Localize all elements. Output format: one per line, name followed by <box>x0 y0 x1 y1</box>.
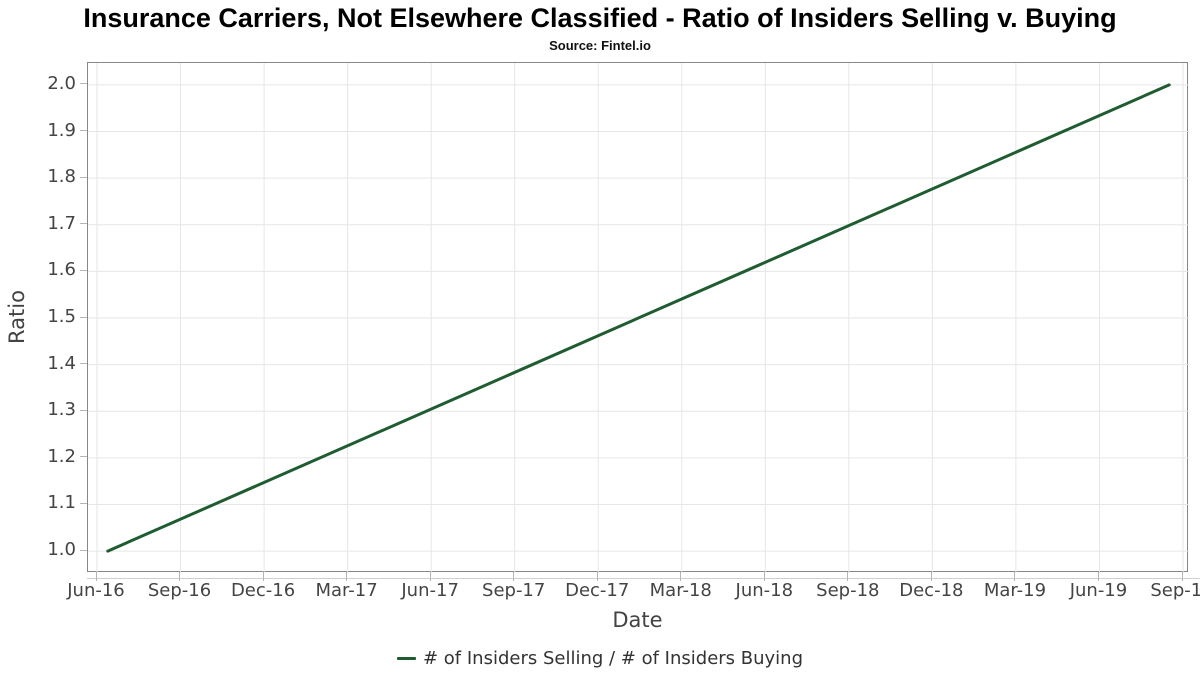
x-tick-mark <box>763 572 765 581</box>
x-tick-label: Sep-16 <box>147 580 212 601</box>
y-tick-mark <box>80 549 87 551</box>
x-tick-label: Jun-19 <box>1069 580 1128 601</box>
x-tick-mark <box>262 572 264 581</box>
x-tick-mark <box>680 572 682 581</box>
x-tick-mark <box>1097 572 1099 581</box>
y-tick-mark <box>80 223 87 225</box>
x-tick-mark <box>513 572 515 581</box>
chart-canvas <box>88 63 1189 573</box>
x-tick-label: Jun-17 <box>401 580 459 601</box>
y-tick-label: 1.7 <box>47 212 76 234</box>
plot-area <box>87 62 1189 573</box>
y-tick-mark <box>80 83 87 85</box>
x-tick-mark <box>179 572 181 581</box>
x-tick-label: Dec-17 <box>565 580 630 601</box>
y-tick-mark <box>80 130 87 132</box>
x-tick-label: Jun-16 <box>67 580 125 601</box>
y-tick-mark <box>80 363 87 365</box>
x-tick-mark <box>346 572 348 581</box>
x-tick-mark <box>847 572 849 581</box>
x-tick-label: Sep-18 <box>816 580 880 601</box>
y-tick-mark <box>80 456 87 458</box>
y-tick-mark <box>80 409 87 411</box>
x-tick-label: Mar-17 <box>315 580 378 601</box>
y-tick-label: 1.2 <box>47 445 76 467</box>
y-axis-title: Ratio <box>5 290 29 344</box>
x-axis-title: Date <box>612 608 663 632</box>
x-axis-line <box>87 578 1200 579</box>
x-tick-mark <box>429 572 431 581</box>
legend: # of Insiders Selling / # of Insiders Bu… <box>0 644 1200 672</box>
x-tick-label: Sep-17 <box>482 580 546 601</box>
y-tick-label: 1.8 <box>47 166 76 188</box>
y-tick-mark <box>80 502 87 504</box>
y-tick-label: 2.0 <box>47 72 76 94</box>
x-tick-mark <box>596 572 598 581</box>
x-tick-mark <box>95 572 97 581</box>
chart-subtitle: Source: Fintel.io <box>549 38 651 53</box>
x-tick-label: Jun-18 <box>735 580 794 601</box>
y-tick-mark <box>80 176 87 178</box>
y-tick-label: 1.5 <box>47 306 76 327</box>
x-tick-mark <box>1014 572 1016 581</box>
x-tick-label: Sep-19 <box>1150 580 1200 601</box>
x-tick-label: Mar-18 <box>649 580 712 601</box>
y-tick-mark <box>80 316 87 318</box>
y-tick-label: 1.9 <box>47 119 76 141</box>
y-tick-label: 1.6 <box>47 259 76 281</box>
y-tick-label: 1.4 <box>47 352 76 374</box>
legend-line-swatch <box>396 656 416 660</box>
x-tick-mark <box>930 572 932 581</box>
y-tick-label: 1.3 <box>47 399 76 421</box>
chart-title: Insurance Carriers, Not Elsewhere Classi… <box>83 3 1117 33</box>
legend-label: # of Insiders Selling / # of Insiders Bu… <box>422 647 804 669</box>
y-tick-label: 1.1 <box>47 492 76 514</box>
y-tick-label: 1.0 <box>47 539 76 561</box>
x-tick-label: Mar-19 <box>983 580 1047 601</box>
x-tick-mark <box>1181 572 1183 581</box>
series-line <box>106 83 1171 553</box>
x-tick-label: Dec-18 <box>899 580 964 601</box>
y-tick-mark <box>80 269 87 271</box>
x-tick-label: Dec-16 <box>230 580 296 601</box>
